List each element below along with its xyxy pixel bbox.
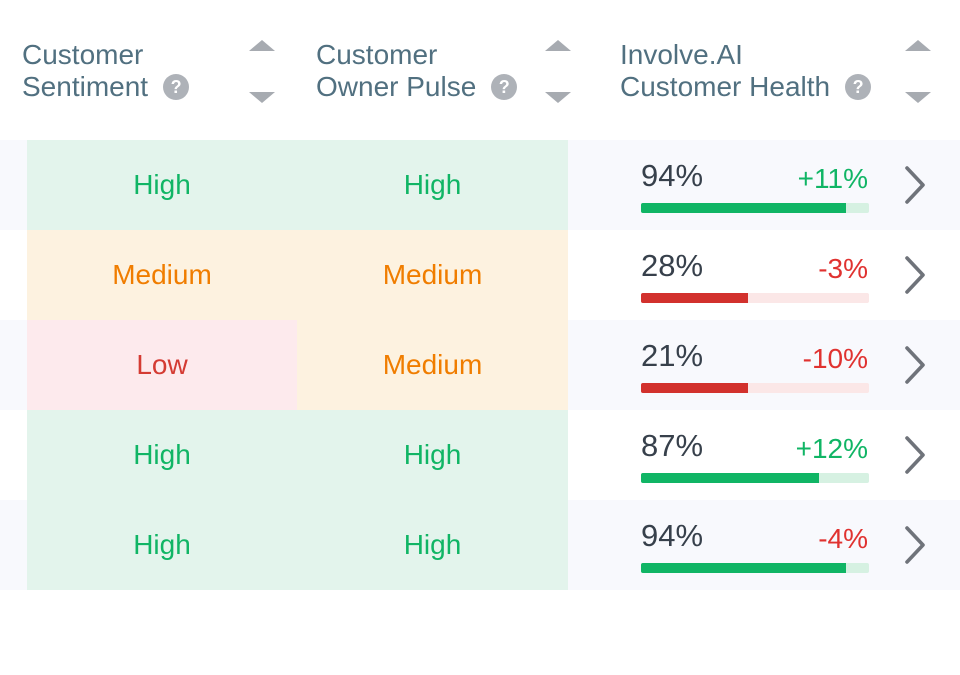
sort-descending-icon[interactable] [545, 92, 571, 103]
health-progress-track [641, 203, 869, 213]
owner-pulse-value: High [403, 529, 462, 560]
column-header-customer-sentiment: Customer Sentiment ? [22, 39, 190, 103]
sort-descending-icon[interactable] [249, 92, 275, 103]
health-score: 94% [641, 158, 704, 193]
column-header-label: Customer Health [620, 71, 831, 102]
owner-pulse-cell: High [297, 500, 568, 590]
column-header-label: Customer [316, 39, 438, 70]
column-header-label: Sentiment [22, 71, 149, 102]
health-progress-track [641, 293, 869, 303]
sentiment-value: Medium [112, 259, 212, 290]
health-progress-track [641, 383, 869, 393]
health-score: 21% [641, 338, 704, 373]
health-delta: -10% [802, 343, 868, 374]
sentiment-cell: Medium [27, 230, 297, 320]
owner-pulse-value: Medium [382, 349, 483, 380]
table-header: Customer Sentiment ? Customer Owner Puls… [0, 0, 960, 140]
owner-pulse-cell: Medium [297, 320, 568, 410]
sort-descending-icon[interactable] [905, 92, 931, 103]
owner-pulse-value: Medium [382, 259, 483, 290]
owner-pulse-value: High [403, 439, 462, 470]
help-icon[interactable]: ? [163, 74, 190, 100]
health-delta: -4% [818, 523, 868, 554]
table-row[interactable]: High High 94% -4% [0, 500, 960, 590]
owner-pulse-cell: High [297, 140, 568, 230]
chevron-right-icon[interactable] [903, 525, 927, 565]
health-progress-fill [641, 563, 847, 573]
health-progress-fill [641, 473, 819, 483]
table-row[interactable]: High High 94% +11% [0, 140, 960, 230]
owner-pulse-cell: High [297, 410, 568, 500]
sort-control-customer-sentiment[interactable] [249, 0, 275, 140]
health-score: 28% [641, 248, 704, 283]
health-delta: +11% [797, 163, 868, 194]
sentiment-cell: High [27, 410, 297, 500]
help-icon[interactable]: ? [491, 74, 518, 100]
sort-ascending-icon[interactable] [249, 40, 275, 51]
health-delta: +12% [795, 433, 868, 464]
health-score: 87% [641, 428, 704, 463]
column-header-label: Owner Pulse [316, 71, 477, 102]
health-progress-fill [641, 203, 847, 213]
column-header-label: Customer [22, 39, 144, 70]
column-header-label: Involve.AI [620, 39, 743, 70]
table-row[interactable]: High High 87% +12% [0, 410, 960, 500]
sentiment-cell: Low [27, 320, 297, 410]
sentiment-value: High [133, 529, 191, 560]
sentiment-value: High [133, 169, 191, 200]
sentiment-value: High [133, 439, 191, 470]
sort-ascending-icon[interactable] [905, 40, 931, 51]
column-header-involveai-customer-health: Involve.AI Customer Health ? [620, 39, 872, 103]
owner-pulse-cell: Medium [297, 230, 568, 320]
health-score: 94% [641, 518, 704, 553]
table-row[interactable]: Medium Medium 28% -3% [0, 230, 960, 320]
health-progress-track [641, 473, 869, 483]
health-progress-fill [641, 293, 749, 303]
health-progress-track [641, 563, 869, 573]
sort-control-involveai-customer-health[interactable] [905, 0, 931, 140]
table-body: High High 94% +11% Medium Medium [0, 140, 960, 590]
sentiment-cell: High [27, 500, 297, 590]
sentiment-cell: High [27, 140, 297, 230]
help-icon[interactable]: ? [845, 74, 872, 100]
sentiment-value: Low [136, 349, 188, 380]
owner-pulse-value: High [403, 169, 462, 200]
chevron-right-icon[interactable] [903, 165, 927, 205]
health-progress-fill [641, 383, 749, 393]
chevron-right-icon[interactable] [903, 435, 927, 475]
sort-control-customer-owner-pulse[interactable] [545, 0, 571, 140]
column-header-customer-owner-pulse: Customer Owner Pulse ? [316, 39, 518, 103]
chevron-right-icon[interactable] [903, 255, 927, 295]
chevron-right-icon[interactable] [903, 345, 927, 385]
table-row[interactable]: Low Medium 21% -10% [0, 320, 960, 410]
health-delta: -3% [818, 253, 868, 284]
sort-ascending-icon[interactable] [545, 40, 571, 51]
